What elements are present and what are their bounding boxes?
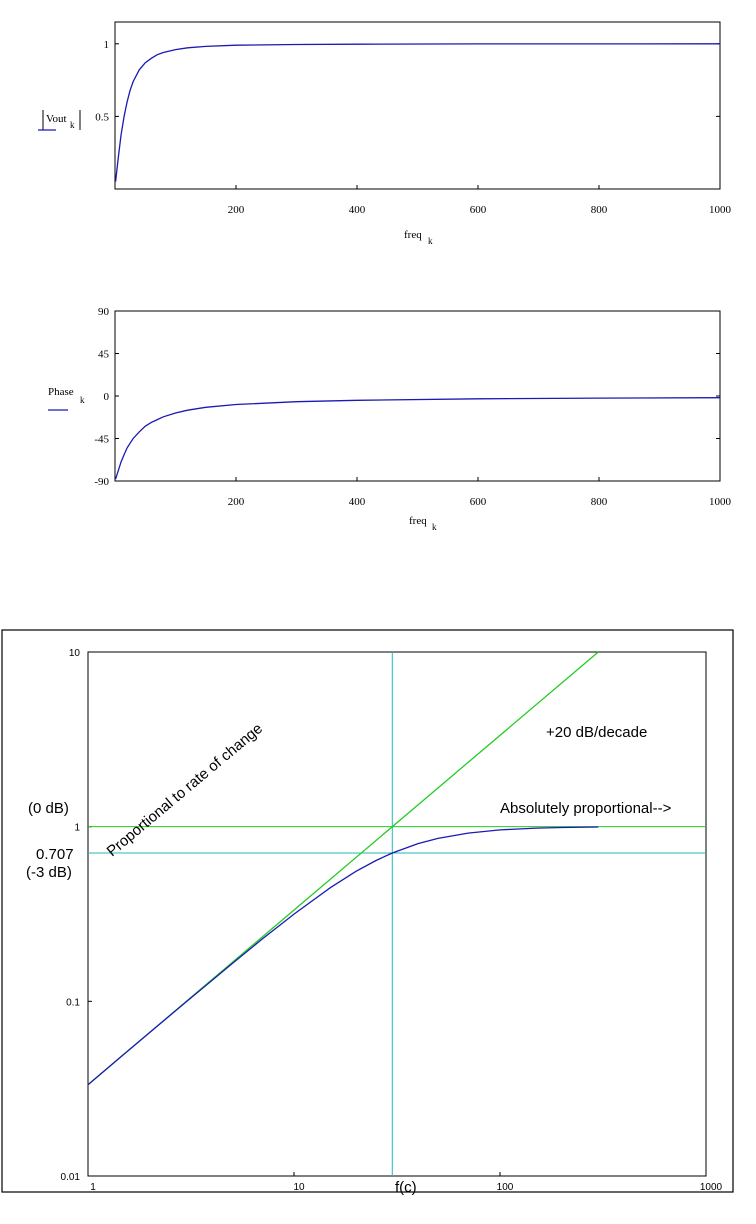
bode-x-tick-label: 10 <box>293 1182 305 1193</box>
magnitude-x-label: freq k <box>404 229 433 246</box>
bode-chart: 0.01 0.1 1 10 1 10 100 1000 +20 dB/decade Abso… <box>1 629 734 1196</box>
minus3db-label: (-3 dB) <box>26 864 72 881</box>
phase-x-tick-label: 400 <box>349 496 366 508</box>
phase-series-line <box>114 397 721 480</box>
proportional-annotation: Absolutely proportional--> <box>500 800 672 817</box>
response-curve <box>87 826 599 1086</box>
magnitude-x-tick-label: 1000 <box>709 204 732 216</box>
cutoff-x-label: f(c) <box>395 1179 417 1196</box>
bode-plot-frame <box>87 651 707 1177</box>
bode-x-tick-label: 100 <box>497 1182 514 1193</box>
phase-x-label: freq k <box>409 515 437 532</box>
phase-y-label: Phase k <box>48 386 85 411</box>
magnitude-y-label-text: Vout <box>46 113 67 125</box>
bode-y-tick-label: 0.01 <box>61 1172 81 1183</box>
minus3db-value-label: 0.707 <box>36 846 74 863</box>
magnitude-x-tick-label: 200 <box>228 204 245 216</box>
magnitude-plot-frame <box>114 21 721 190</box>
magnitude-y-tick-label: 0.5 <box>95 111 109 123</box>
phase-x-tick-label: 200 <box>228 496 245 508</box>
phase-y-tick-label: -90 <box>94 476 109 488</box>
phase-x-label-sub: k <box>432 522 437 532</box>
phase-y-tick-label: 45 <box>98 349 110 361</box>
magnitude-x-label-text: freq <box>404 229 422 241</box>
magnitude-x-tick-label: 400 <box>349 204 366 216</box>
phase-y-label-sub: k <box>80 395 85 405</box>
magnitude-y-tick-label: 1 <box>104 39 110 51</box>
phase-chart: -90 -45 0 45 90 200 400 600 800 1000 Phase k fre… <box>48 306 732 532</box>
phase-y-label-text: Phase <box>48 386 74 398</box>
phase-x-tick-label: 800 <box>591 496 608 508</box>
magnitude-x-tick-label: 600 <box>470 204 487 216</box>
magnitude-y-label: Vout k <box>38 110 81 131</box>
phase-plot-frame <box>114 310 721 482</box>
phase-y-tick-label: -45 <box>94 434 109 446</box>
phase-x-tick-label: 600 <box>470 496 487 508</box>
bode-outer-frame <box>1 629 734 1193</box>
magnitude-y-label-sub: k <box>70 120 75 130</box>
bode-x-tick-label: 1 <box>90 1182 96 1193</box>
bode-y-tick-label: 0.1 <box>66 997 80 1008</box>
phase-y-tick-label: 0 <box>104 391 110 403</box>
bode-x-tick-label: 1000 <box>700 1182 723 1193</box>
magnitude-chart: 0.5 1 200 400 600 800 1000 Vout k freq k <box>38 21 732 246</box>
phase-x-tick-label: 1000 <box>709 496 732 508</box>
magnitude-x-label-sub: k <box>428 236 433 246</box>
zero-db-label: (0 dB) <box>28 800 69 817</box>
rate-annotation: Proportional to rate of change <box>104 720 266 860</box>
phase-x-label-text: freq <box>409 515 427 527</box>
magnitude-series-line <box>114 43 721 182</box>
bode-y-tick-label: 10 <box>69 648 81 659</box>
phase-y-tick-label: 90 <box>98 306 110 318</box>
slope-annotation: +20 dB/decade <box>546 724 647 741</box>
magnitude-x-tick-label: 800 <box>591 204 608 216</box>
bode-y-tick-label: 1 <box>74 823 80 834</box>
